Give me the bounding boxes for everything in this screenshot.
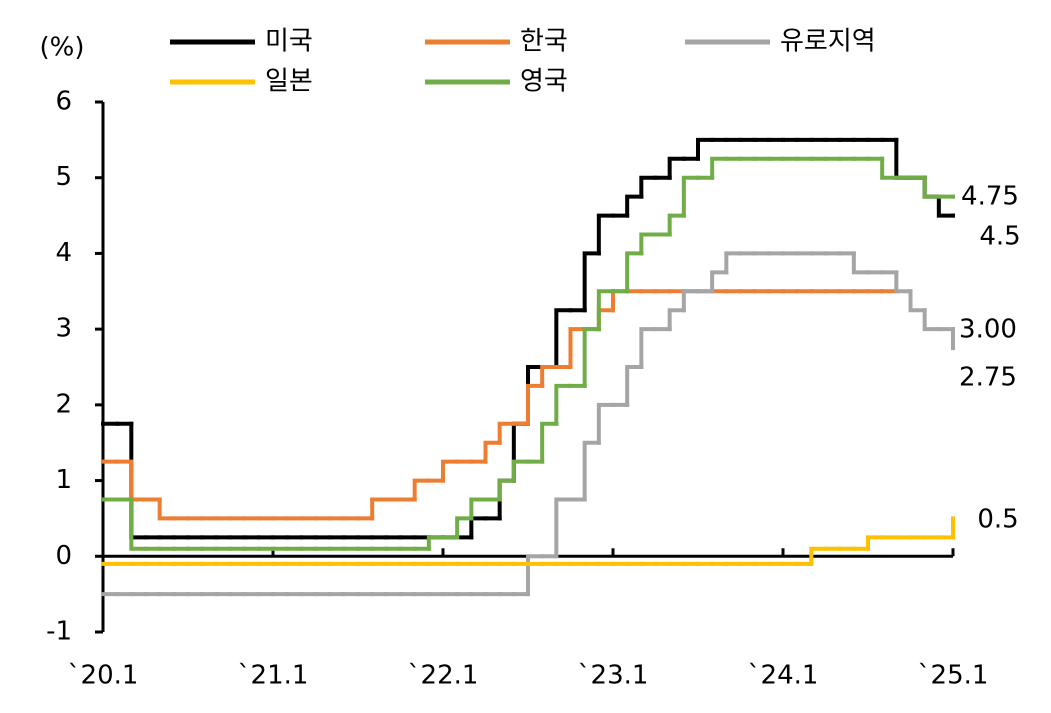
series-step — [540, 421, 559, 464]
series-step — [526, 383, 545, 426]
series-step — [710, 270, 729, 294]
series-step — [866, 535, 885, 551]
series-step — [596, 402, 615, 445]
series-step — [582, 251, 601, 313]
series-step — [596, 213, 615, 256]
x-tick-label: `25.1 — [918, 661, 989, 691]
series-step — [554, 383, 573, 426]
series-step — [639, 175, 658, 199]
series-step — [497, 478, 516, 521]
x-tick-label: `24.1 — [748, 661, 819, 691]
series-step — [157, 497, 176, 521]
series-step — [511, 421, 530, 483]
series-step — [129, 497, 148, 551]
x-tick-label: `22.1 — [408, 661, 479, 691]
series-step — [880, 156, 899, 180]
series-step — [469, 516, 488, 540]
series-step — [894, 270, 913, 294]
end-label: 4.5 — [979, 222, 1020, 252]
series-step — [412, 478, 431, 502]
y-tick-label: -1 — [46, 617, 72, 647]
series-step — [922, 175, 941, 199]
series-step — [455, 516, 474, 540]
series-step — [710, 156, 729, 180]
series-step — [129, 421, 148, 540]
y-tick-label: 1 — [55, 465, 72, 495]
series-step — [497, 421, 516, 445]
y-tick-label: 4 — [55, 238, 72, 268]
series-step — [611, 289, 630, 313]
end-label: 3.00 — [959, 315, 1017, 345]
series-step — [511, 459, 530, 483]
series-step — [129, 459, 148, 502]
end-label: 4.75 — [961, 182, 1019, 212]
y-tick-label: 5 — [55, 162, 72, 192]
y-tick-label: 3 — [55, 314, 72, 344]
y-tick-label: 0 — [55, 541, 72, 571]
series-step — [426, 535, 445, 551]
series-step — [696, 137, 715, 161]
y-tick-label: 2 — [55, 389, 72, 419]
series-step — [922, 175, 941, 199]
series-step — [596, 308, 615, 332]
x-tick-label: `23.1 — [578, 661, 649, 691]
legend-label: 한국 — [520, 27, 568, 57]
y-axis-label: (%) — [40, 33, 85, 63]
series-step — [809, 546, 828, 566]
series-step — [596, 289, 615, 332]
legend-label: 영국 — [520, 67, 568, 97]
series-step — [554, 497, 573, 559]
series-step — [625, 194, 644, 218]
series-step — [582, 440, 601, 502]
series-step — [526, 554, 545, 597]
series-step — [370, 497, 389, 521]
legend-label: 유로지역 — [780, 27, 876, 57]
series-step — [922, 308, 941, 332]
series-step — [625, 365, 644, 407]
x-tick-label: `20.1 — [68, 661, 139, 691]
series-step — [497, 478, 516, 502]
series-step — [936, 194, 955, 218]
end-label: 2.75 — [959, 363, 1017, 393]
x-tick-label: `21.1 — [238, 661, 309, 691]
series-step — [469, 497, 488, 521]
series-step — [582, 327, 601, 388]
series-step — [681, 289, 700, 313]
series-step — [667, 156, 686, 180]
series-step — [483, 440, 502, 464]
series-step — [568, 327, 587, 369]
series-step — [554, 308, 573, 369]
series-step — [894, 137, 913, 180]
y-tick-label: 6 — [55, 87, 72, 117]
series-step — [681, 175, 700, 218]
end-label: 0.5 — [977, 505, 1018, 535]
series-step — [851, 251, 870, 275]
series-step — [667, 213, 686, 237]
series-step — [639, 327, 658, 369]
series-step — [441, 459, 460, 483]
legend-label: 일본 — [265, 67, 313, 97]
series-step — [639, 232, 658, 256]
series-step — [526, 365, 545, 426]
legend-label: 미국 — [265, 27, 313, 57]
series-step — [667, 308, 686, 332]
series-step — [625, 251, 644, 294]
series-step — [724, 251, 743, 275]
series-step — [540, 365, 559, 388]
series-step — [908, 289, 927, 313]
